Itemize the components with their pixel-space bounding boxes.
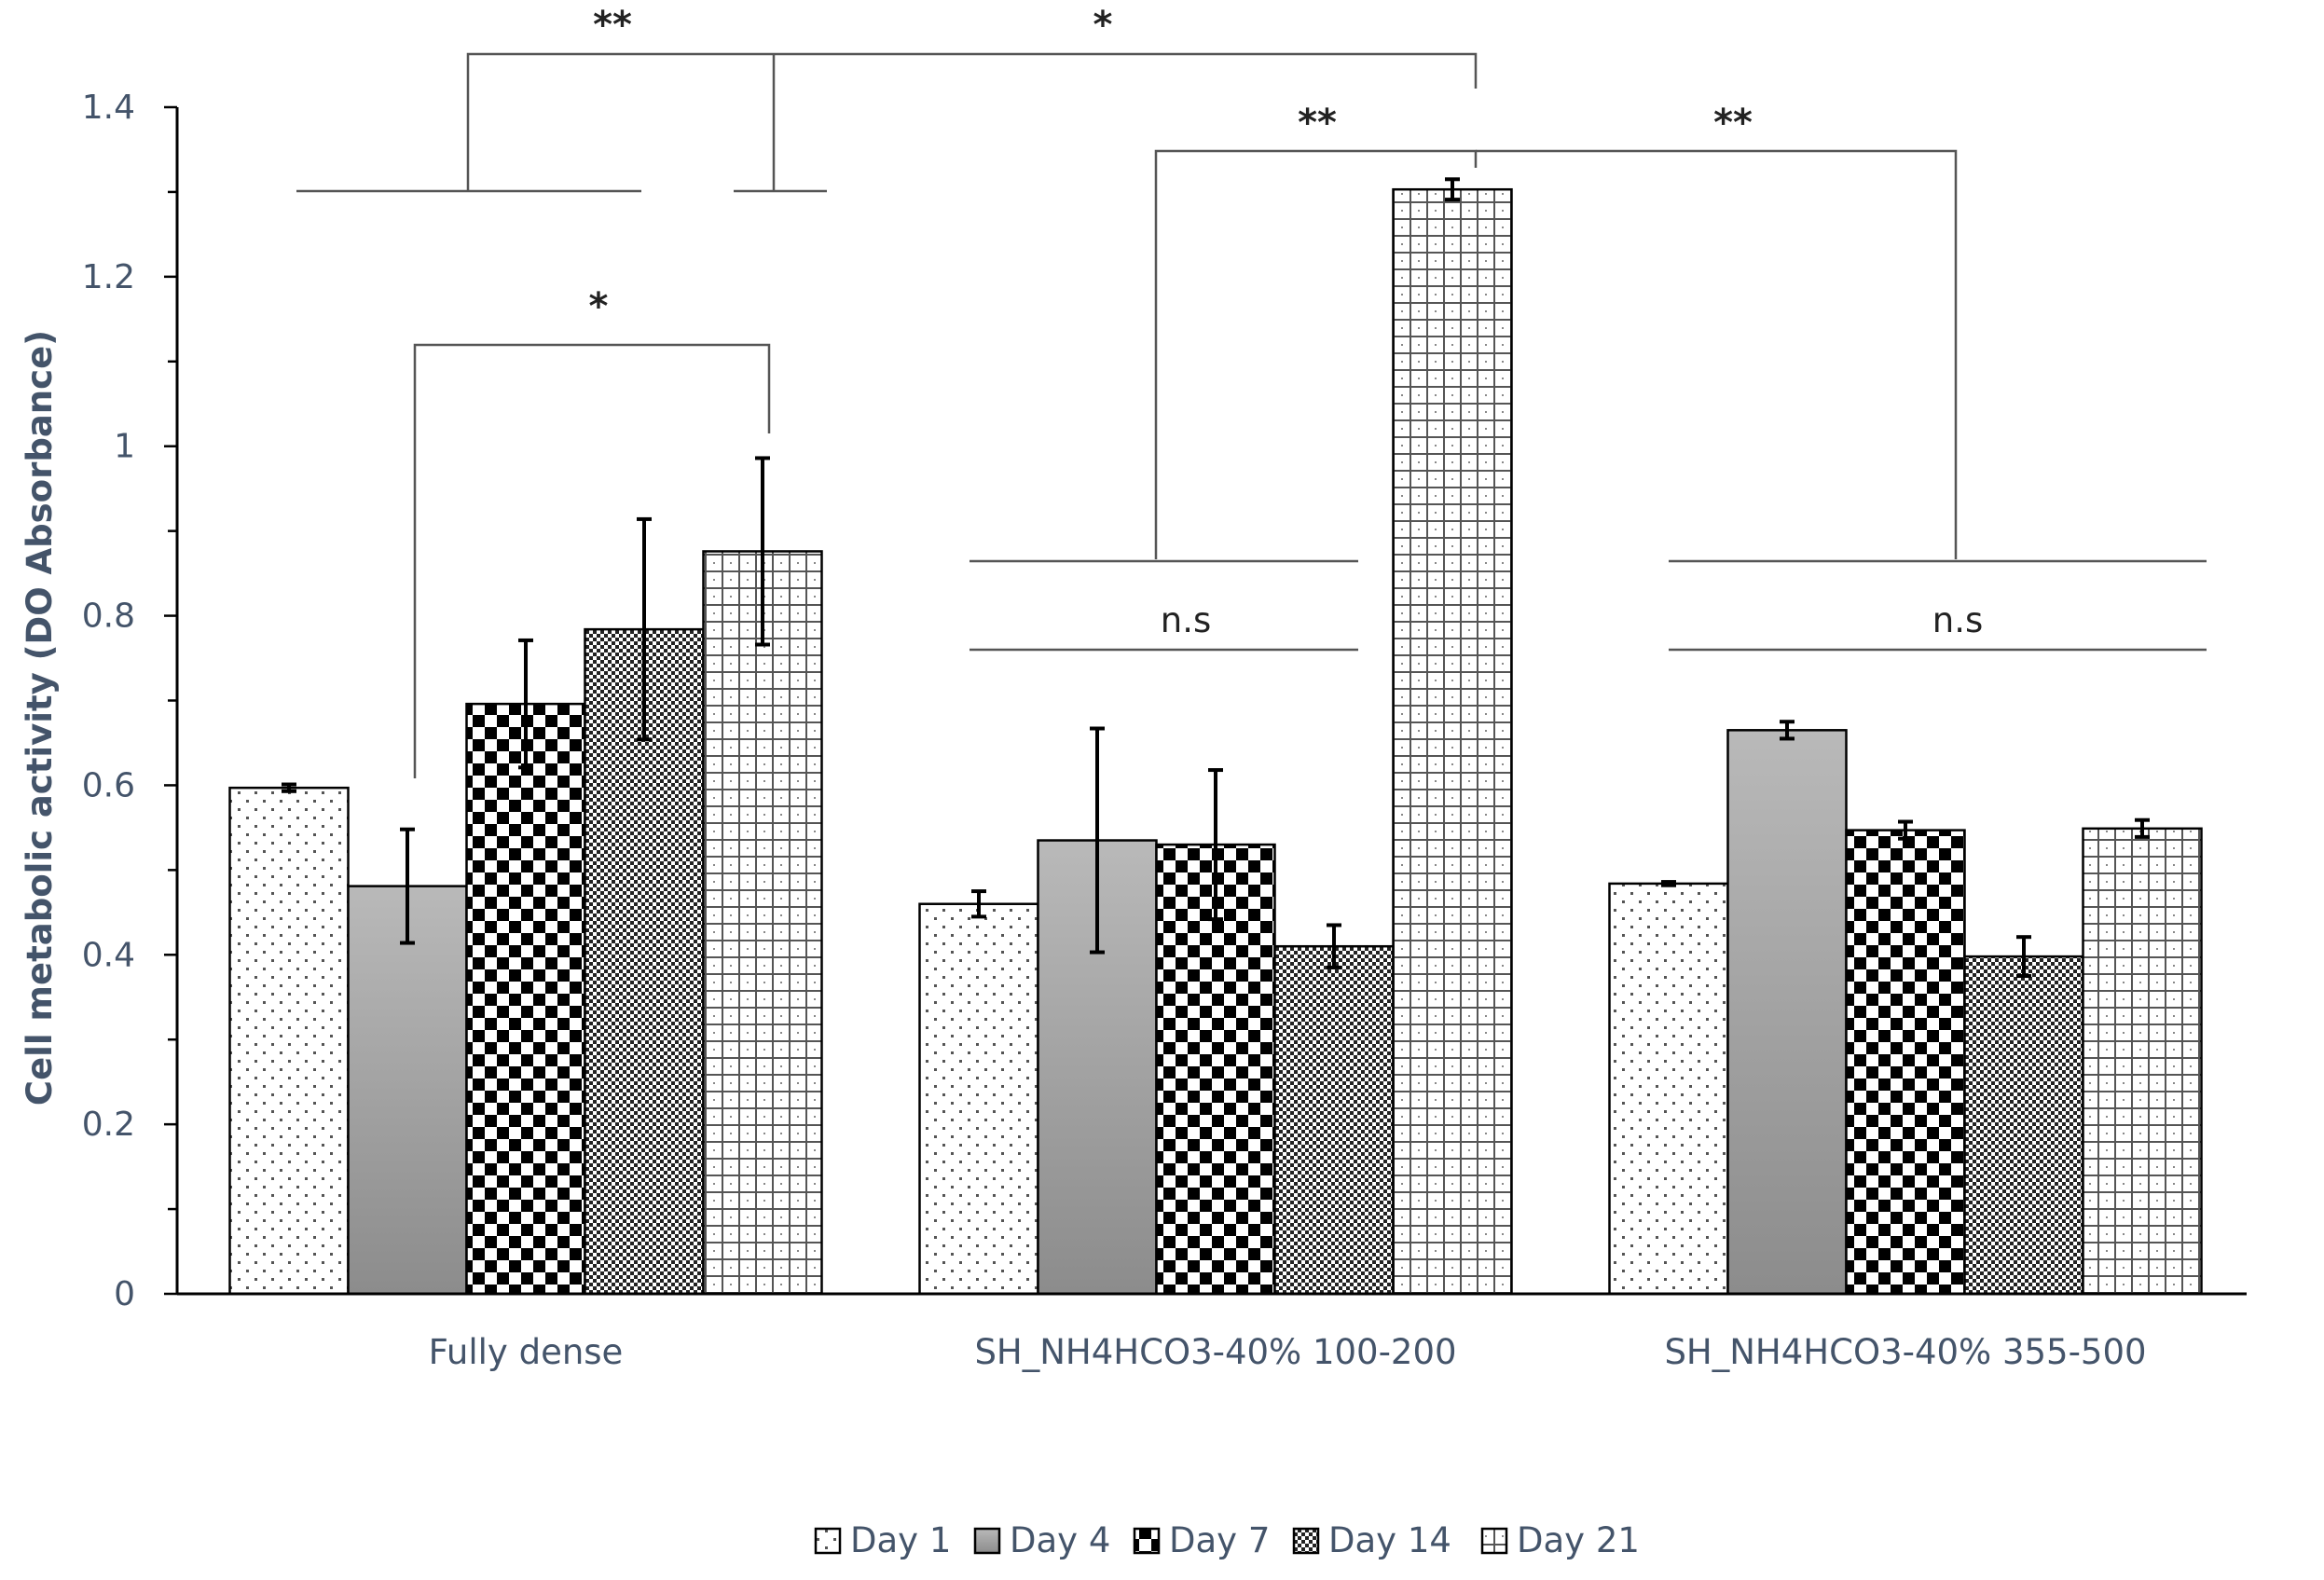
y-axis: 0 0.2 0.4 0.6 0.8 1 1.2 1.4 bbox=[82, 89, 177, 1313]
bar-day-7-cat2 bbox=[1845, 829, 1966, 1296]
error-bar bbox=[400, 827, 415, 945]
error-bar bbox=[1208, 768, 1223, 922]
category-label: SH_NH4HCO3-40% 100-200 bbox=[974, 1332, 1456, 1372]
category-label: Fully dense bbox=[429, 1332, 624, 1372]
bar-day-1-cat1 bbox=[918, 902, 1039, 1296]
bar-day-1-cat2 bbox=[1608, 882, 1729, 1296]
legend-swatch bbox=[973, 1527, 1001, 1555]
bracket-mid-right bbox=[1476, 149, 1958, 559]
significance-labels: ** * * ** ** n.s n.s bbox=[589, 4, 1984, 640]
sig-label-top-left: ** bbox=[593, 4, 632, 47]
bracket-mid-left bbox=[1154, 149, 1478, 559]
error-bars bbox=[282, 177, 2150, 979]
error-bar bbox=[637, 516, 652, 742]
error-bar bbox=[2135, 817, 2150, 839]
y-axis-title: Cell metabolic activity (DO Absorbance) bbox=[20, 330, 60, 1106]
legend-label: Day 7 bbox=[1169, 1520, 1270, 1560]
sig-label-mid-left: ** bbox=[1298, 102, 1337, 144]
legend-label: Day 4 bbox=[1010, 1520, 1110, 1560]
bar-day-14-cat1 bbox=[1273, 944, 1395, 1296]
error-bar bbox=[1445, 177, 1460, 202]
legend-swatch bbox=[1292, 1527, 1320, 1555]
error-bar bbox=[971, 889, 986, 919]
axes bbox=[175, 107, 2247, 1296]
y-tick-label: 0.4 bbox=[82, 936, 135, 974]
error-bar bbox=[1327, 923, 1341, 969]
sig-label-fully-dense-inner: * bbox=[589, 285, 609, 328]
legend-item: Day 1 bbox=[814, 1520, 951, 1560]
sig-label-group3-ns: n.s bbox=[1932, 600, 1984, 640]
error-bar bbox=[518, 638, 533, 770]
error-bar bbox=[1661, 880, 1676, 887]
legend-swatch bbox=[814, 1527, 842, 1555]
error-bar bbox=[1780, 720, 1795, 741]
bracket-fully-dense-inner bbox=[413, 343, 771, 778]
error-bar bbox=[1090, 726, 1105, 955]
error-bar bbox=[282, 782, 296, 793]
bracket-top-connector bbox=[466, 52, 1478, 191]
bar-day-4-cat0 bbox=[347, 885, 468, 1296]
legend-item: Day 14 bbox=[1292, 1520, 1451, 1560]
bar-day-1-cat0 bbox=[228, 786, 350, 1296]
y-tick-label: 0.2 bbox=[82, 1106, 135, 1144]
error-bar bbox=[2016, 935, 2031, 979]
category-labels: Fully dense SH_NH4HCO3-40% 100-200 SH_NH4H… bbox=[429, 1332, 2147, 1372]
bar-day-21-cat0 bbox=[702, 550, 823, 1296]
sig-label-mid-right: ** bbox=[1713, 102, 1753, 144]
category-label: SH_NH4HCO3-40% 355-500 bbox=[1664, 1332, 2146, 1372]
legend-label: Day 1 bbox=[850, 1520, 951, 1560]
sig-label-group2-ns: n.s bbox=[1161, 600, 1212, 640]
legend-item: Day 4 bbox=[973, 1520, 1110, 1560]
legend-item: Day 21 bbox=[1480, 1520, 1640, 1560]
y-tick-label: 0.8 bbox=[82, 598, 135, 636]
legend-label: Day 14 bbox=[1328, 1520, 1451, 1560]
legend-label: Day 21 bbox=[1517, 1520, 1640, 1560]
error-bar bbox=[1898, 819, 1913, 841]
significance-brackets bbox=[296, 52, 2207, 778]
bar-day-4-cat2 bbox=[1726, 729, 1848, 1296]
bar-day-21-cat2 bbox=[2082, 827, 2203, 1296]
y-tick-label: 0 bbox=[114, 1275, 135, 1313]
bars bbox=[228, 187, 2203, 1296]
legend-item: Day 7 bbox=[1133, 1520, 1270, 1560]
y-tick-label: 1.4 bbox=[82, 89, 135, 127]
sig-label-top-right: * bbox=[1093, 4, 1113, 47]
error-bar bbox=[755, 456, 770, 647]
legend-swatch bbox=[1480, 1527, 1508, 1555]
y-tick-label: 1.2 bbox=[82, 258, 135, 296]
y-tick-label: 0.6 bbox=[82, 766, 135, 804]
legend: Day 1 Day 4 Day 7 Day 14 Day 21 bbox=[814, 1520, 1640, 1560]
bar-day-7-cat0 bbox=[465, 702, 586, 1296]
legend-swatch bbox=[1133, 1527, 1161, 1555]
bar-day-21-cat1 bbox=[1392, 187, 1513, 1296]
y-tick-label: 1 bbox=[114, 428, 135, 466]
bar-day-14-cat2 bbox=[1963, 955, 2084, 1296]
